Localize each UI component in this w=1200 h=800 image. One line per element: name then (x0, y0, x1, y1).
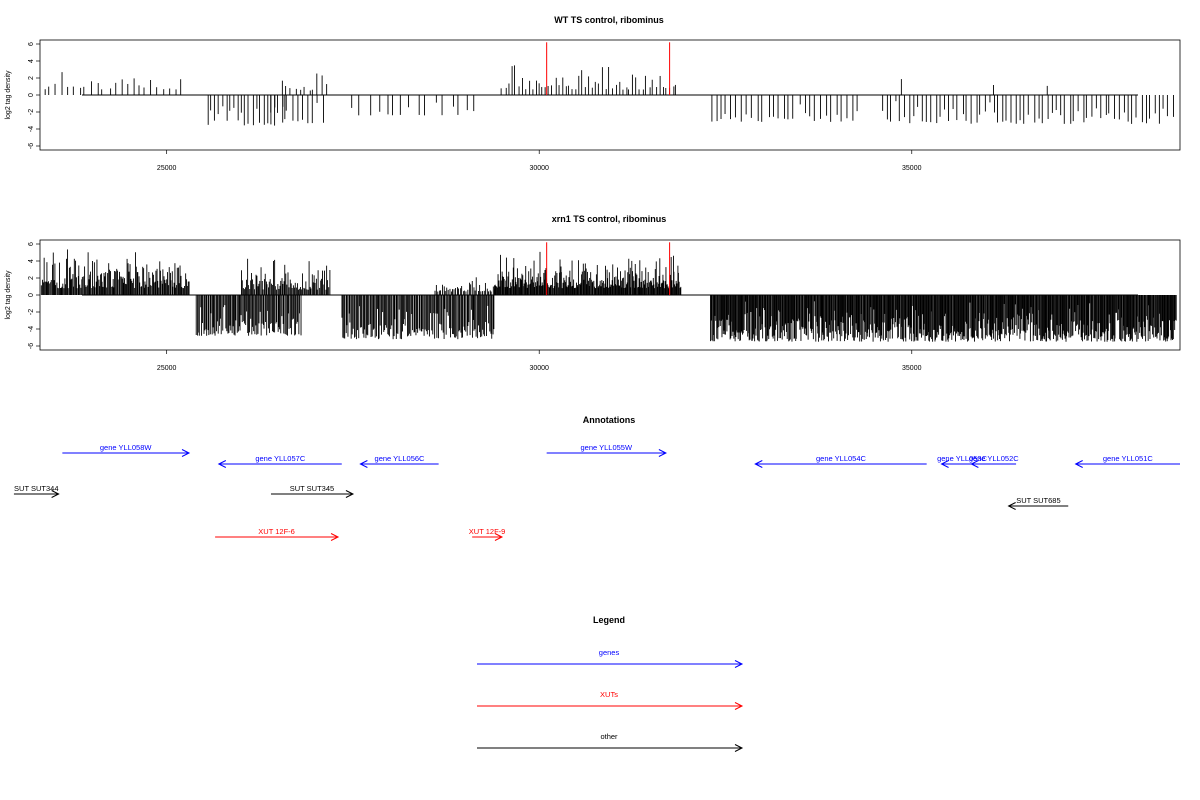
annotation-gene: gene YLL052C (969, 454, 1019, 468)
x-tick-label: 25000 (157, 165, 177, 172)
legend-item-xut: XUTs (477, 690, 744, 710)
annotation-label: gene YLL053C (937, 454, 987, 463)
y-tick-label: 2 (28, 76, 35, 80)
y-tick-label: 6 (28, 42, 35, 46)
legend-panel: Legend genes XUTs other (477, 615, 744, 752)
arrow-head (51, 490, 60, 498)
arrow-head (494, 533, 504, 541)
legend-label: genes (599, 648, 620, 657)
y-tick-label: -4 (28, 326, 35, 332)
annotation-other: SUT SUT685 (1007, 496, 1069, 510)
annotation-label: gene YLL055W (580, 443, 632, 452)
annotation-label: gene YLL051C (1103, 454, 1153, 463)
annotation-label: XUT 12F-9 (469, 527, 506, 536)
panel-xrn1-title: xrn1 TS control, ribominus (552, 214, 667, 224)
legend-title: Legend (593, 615, 625, 625)
panel-wt-title: WT TS control, ribominus (554, 15, 664, 25)
annotation-xut: XUT 12F-6 (215, 527, 340, 541)
arrow-head (734, 744, 744, 752)
arrow-head (754, 460, 763, 468)
arrow-head (658, 449, 668, 457)
arrow-head (345, 490, 355, 498)
annotation-gene: gene YLL056C (359, 454, 439, 468)
arrow-head (181, 449, 191, 457)
legend-label: XUTs (600, 690, 618, 699)
y-tick-label: -4 (28, 126, 35, 132)
y-tick-label: -2 (28, 109, 35, 115)
annotation-label: SUT SUT685 (1016, 496, 1060, 505)
y-tick-label: 2 (28, 276, 35, 280)
annotation-label: gene YLL057C (255, 454, 305, 463)
annotation-label: gene YLL058W (100, 443, 152, 452)
annotation-label: SUT SUT345 (290, 484, 334, 493)
panel-wt-ylabel: log2 tag density (5, 70, 12, 120)
annotation-gene: gene YLL054C (754, 454, 927, 468)
x-tick-label: 30000 (529, 365, 549, 372)
arrow-head (217, 460, 227, 468)
annotation-gene: gene YLL051C (1074, 454, 1180, 468)
arrow-head (970, 460, 979, 468)
y-tick-label: 0 (28, 293, 35, 297)
annotation-other: SUT SUT344 (13, 484, 60, 498)
y-tick-label: 0 (28, 93, 35, 97)
annotation-gene: gene YLL057C (217, 454, 342, 468)
x-tick-label: 35000 (902, 365, 922, 372)
arrow-head (1074, 460, 1083, 468)
annotation-label: gene YLL052C (969, 454, 1019, 463)
y-tick-label: -2 (28, 309, 35, 315)
x-tick-label: 25000 (157, 365, 177, 372)
legend-label: other (600, 732, 618, 741)
y-tick-label: 4 (28, 259, 35, 263)
x-tick-label: 35000 (902, 165, 922, 172)
annotation-xut: XUT 12F-9 (469, 527, 506, 541)
annotation-label: gene YLL054C (816, 454, 866, 463)
annotation-label: SUT SUT344 (14, 484, 58, 493)
arrow-head (940, 460, 949, 468)
arrow-head (734, 702, 744, 710)
panel-xrn1-ylabel: log2 tag density (5, 270, 12, 320)
panel-wt: WT TS control, ribominus 6 4 2 0 -2 -4 -6 2500… (5, 15, 1181, 172)
annotations-title: Annotations (583, 415, 636, 425)
arrow-head (1007, 502, 1016, 510)
y-tick-label: -6 (28, 143, 35, 149)
annotation-gene: gene YLL055W (546, 443, 668, 457)
annotation-label: gene YLL056C (375, 454, 425, 463)
panel-xrn1: xrn1 TS control, ribominus 6 4 2 0 -2 -4 -6 25… (5, 214, 1181, 372)
annotation-gene: gene YLL058W (62, 443, 191, 457)
y-tick-label: 4 (28, 59, 35, 63)
y-tick-label: -6 (28, 343, 35, 349)
y-tick-label: 6 (28, 242, 35, 246)
annotation-other: SUT SUT345 (270, 484, 355, 498)
legend-item-other: other (477, 732, 744, 752)
annotation-label: XUT 12F-6 (258, 527, 295, 536)
x-tick-label: 30000 (529, 165, 549, 172)
arrow-head (359, 460, 368, 468)
annotations-panel: Annotations gene YLL058W gene YLL057C gene… (13, 415, 1180, 541)
arrow-head (330, 533, 340, 541)
arrow-head (734, 660, 744, 668)
legend-item-gene: genes (477, 648, 744, 668)
